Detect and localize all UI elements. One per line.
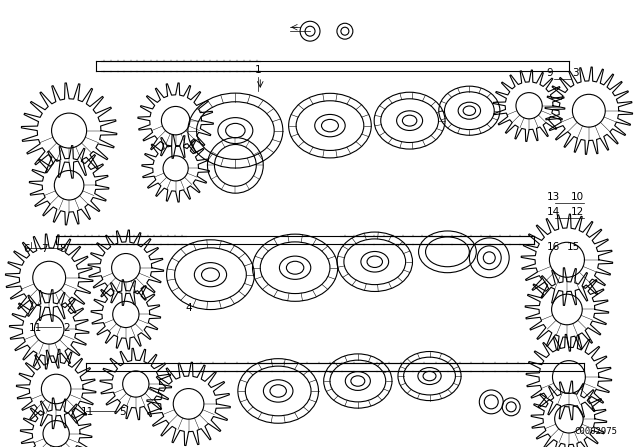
Text: 5: 5 — [119, 407, 125, 417]
Text: 15: 15 — [567, 242, 580, 252]
Text: 10: 10 — [571, 192, 584, 202]
Text: 14: 14 — [547, 207, 560, 217]
Text: 8: 8 — [59, 244, 66, 254]
Text: 7: 7 — [41, 244, 48, 254]
Text: 6: 6 — [23, 244, 30, 254]
Text: C0002975: C0002975 — [574, 426, 617, 436]
Text: 13: 13 — [547, 192, 560, 202]
Text: 11: 11 — [29, 323, 42, 333]
Text: 11: 11 — [81, 407, 94, 417]
Text: 12: 12 — [571, 207, 584, 217]
Text: 3: 3 — [572, 68, 579, 78]
Text: 4: 4 — [186, 303, 192, 314]
Text: 2: 2 — [63, 323, 70, 333]
Text: 16: 16 — [547, 242, 560, 252]
Text: 9: 9 — [546, 68, 552, 78]
Text: 1: 1 — [255, 65, 262, 75]
